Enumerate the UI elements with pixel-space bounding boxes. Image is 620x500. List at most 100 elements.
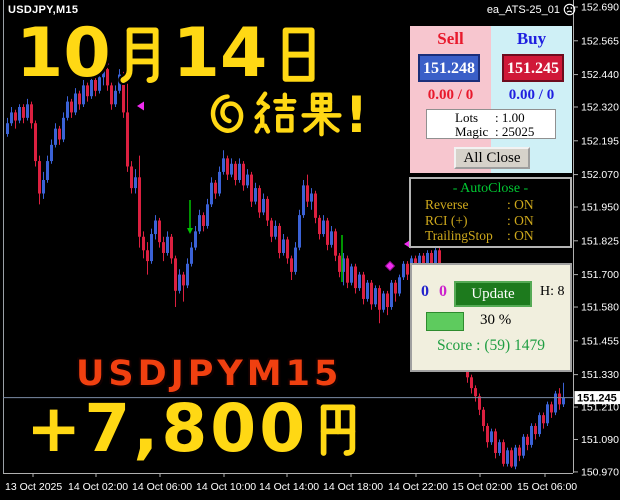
candle <box>162 242 165 253</box>
autoclose-trailing-value: : ON <box>507 228 534 243</box>
candle <box>530 425 533 445</box>
candle <box>538 415 541 435</box>
candle <box>362 274 365 299</box>
autoclose-trailing-label: TrailingStop <box>425 228 493 243</box>
candle <box>54 128 57 145</box>
candle <box>90 79 93 97</box>
headline-char: J <box>170 354 188 394</box>
candle <box>354 266 357 289</box>
headline-char: 0 <box>210 390 260 467</box>
candle <box>294 247 297 272</box>
candle <box>318 217 321 235</box>
candle <box>254 188 257 202</box>
time-label: 13 Oct 2025 <box>5 481 62 493</box>
trade-diamond-icon <box>98 58 110 70</box>
ea-name-label: ea_ATS-25_01 <box>486 3 560 16</box>
candle <box>182 274 185 286</box>
candle <box>210 182 213 205</box>
score-label: Score : (59) 1479 <box>436 337 546 354</box>
candle <box>238 163 241 180</box>
candle <box>286 239 289 259</box>
candle <box>190 247 193 264</box>
candle <box>430 252 433 264</box>
kanji-glyph <box>299 90 344 137</box>
candle <box>250 174 253 202</box>
candle <box>154 220 157 235</box>
candle <box>330 231 333 245</box>
price-label: 151.825 <box>581 235 619 247</box>
lots-magic-box: Lots: 1.00 Magic: 25025 <box>426 109 556 139</box>
candle <box>438 250 441 270</box>
candle <box>306 185 309 202</box>
candle <box>50 144 53 162</box>
candle <box>10 112 13 124</box>
headline-char: P <box>187 354 218 394</box>
candle <box>298 215 301 248</box>
progress-fill <box>426 312 464 331</box>
candle <box>502 442 505 464</box>
candle <box>126 112 129 167</box>
update-panel: 0 0 Update H: 8 30 % Score : (59) 1479 <box>410 263 572 372</box>
candle <box>490 431 493 443</box>
trade-diamond-icon <box>384 260 396 272</box>
candle <box>558 393 561 405</box>
candle <box>346 258 349 283</box>
candle <box>390 282 393 308</box>
candle <box>394 282 397 294</box>
candle <box>338 255 341 272</box>
headline-char: Y <box>217 354 247 394</box>
price-label: 152.440 <box>581 69 619 81</box>
candle <box>166 236 169 253</box>
candle <box>562 397 565 405</box>
autoclose-panel: - AutoClose - Reverse: ON RCI (+): ON Tr… <box>409 177 572 248</box>
candle <box>554 393 557 413</box>
time-label: 15 Oct 06:00 <box>517 481 577 493</box>
candle <box>194 231 197 248</box>
headline-char: 7 <box>84 390 134 467</box>
candle <box>474 388 477 397</box>
candle <box>206 204 209 226</box>
candle <box>74 93 77 113</box>
candle <box>14 112 17 121</box>
autoclose-rci-value: : ON <box>507 212 534 228</box>
candle <box>86 85 89 97</box>
price-label: 151.455 <box>581 335 619 347</box>
candle <box>290 258 293 272</box>
ea-indicator[interactable]: ea_ATS-25_01 <box>487 3 576 16</box>
progress-bar <box>426 312 464 331</box>
candle <box>358 274 361 289</box>
candle <box>370 282 373 305</box>
candle <box>274 225 277 237</box>
candle <box>198 215 201 232</box>
candle <box>70 101 73 113</box>
update-button[interactable]: Update <box>454 281 532 307</box>
lots-value: : 1.00 <box>495 110 525 125</box>
headline-char: S <box>108 354 138 394</box>
all-close-button[interactable]: All Close <box>454 147 530 169</box>
trade-panel: Sell Buy 151.248 151.245 0.00 / 0 0.00 /… <box>410 26 572 173</box>
candle <box>98 77 101 91</box>
price-label: 151.330 <box>581 369 619 381</box>
ea-sad-face-icon[interactable] <box>563 3 576 16</box>
kanji-glyph <box>318 401 358 458</box>
candle <box>498 442 501 453</box>
candle <box>398 277 401 294</box>
candle <box>214 182 217 194</box>
candle <box>486 425 489 443</box>
time-label: 14 Oct 18:00 <box>323 481 383 493</box>
candle <box>18 107 21 121</box>
buy-price-button[interactable]: 151.245 <box>502 54 564 82</box>
headline-char: 8 <box>161 390 211 467</box>
candle <box>150 234 153 262</box>
price-label: 152.565 <box>581 35 619 47</box>
candle <box>66 101 69 118</box>
kanji-glyph <box>209 92 246 135</box>
candle <box>94 79 97 91</box>
candle <box>542 415 545 424</box>
lots-label: Lots <box>455 110 479 125</box>
kanji-glyph <box>280 24 318 84</box>
sell-price-button[interactable]: 151.248 <box>418 54 480 82</box>
candle <box>258 188 261 213</box>
